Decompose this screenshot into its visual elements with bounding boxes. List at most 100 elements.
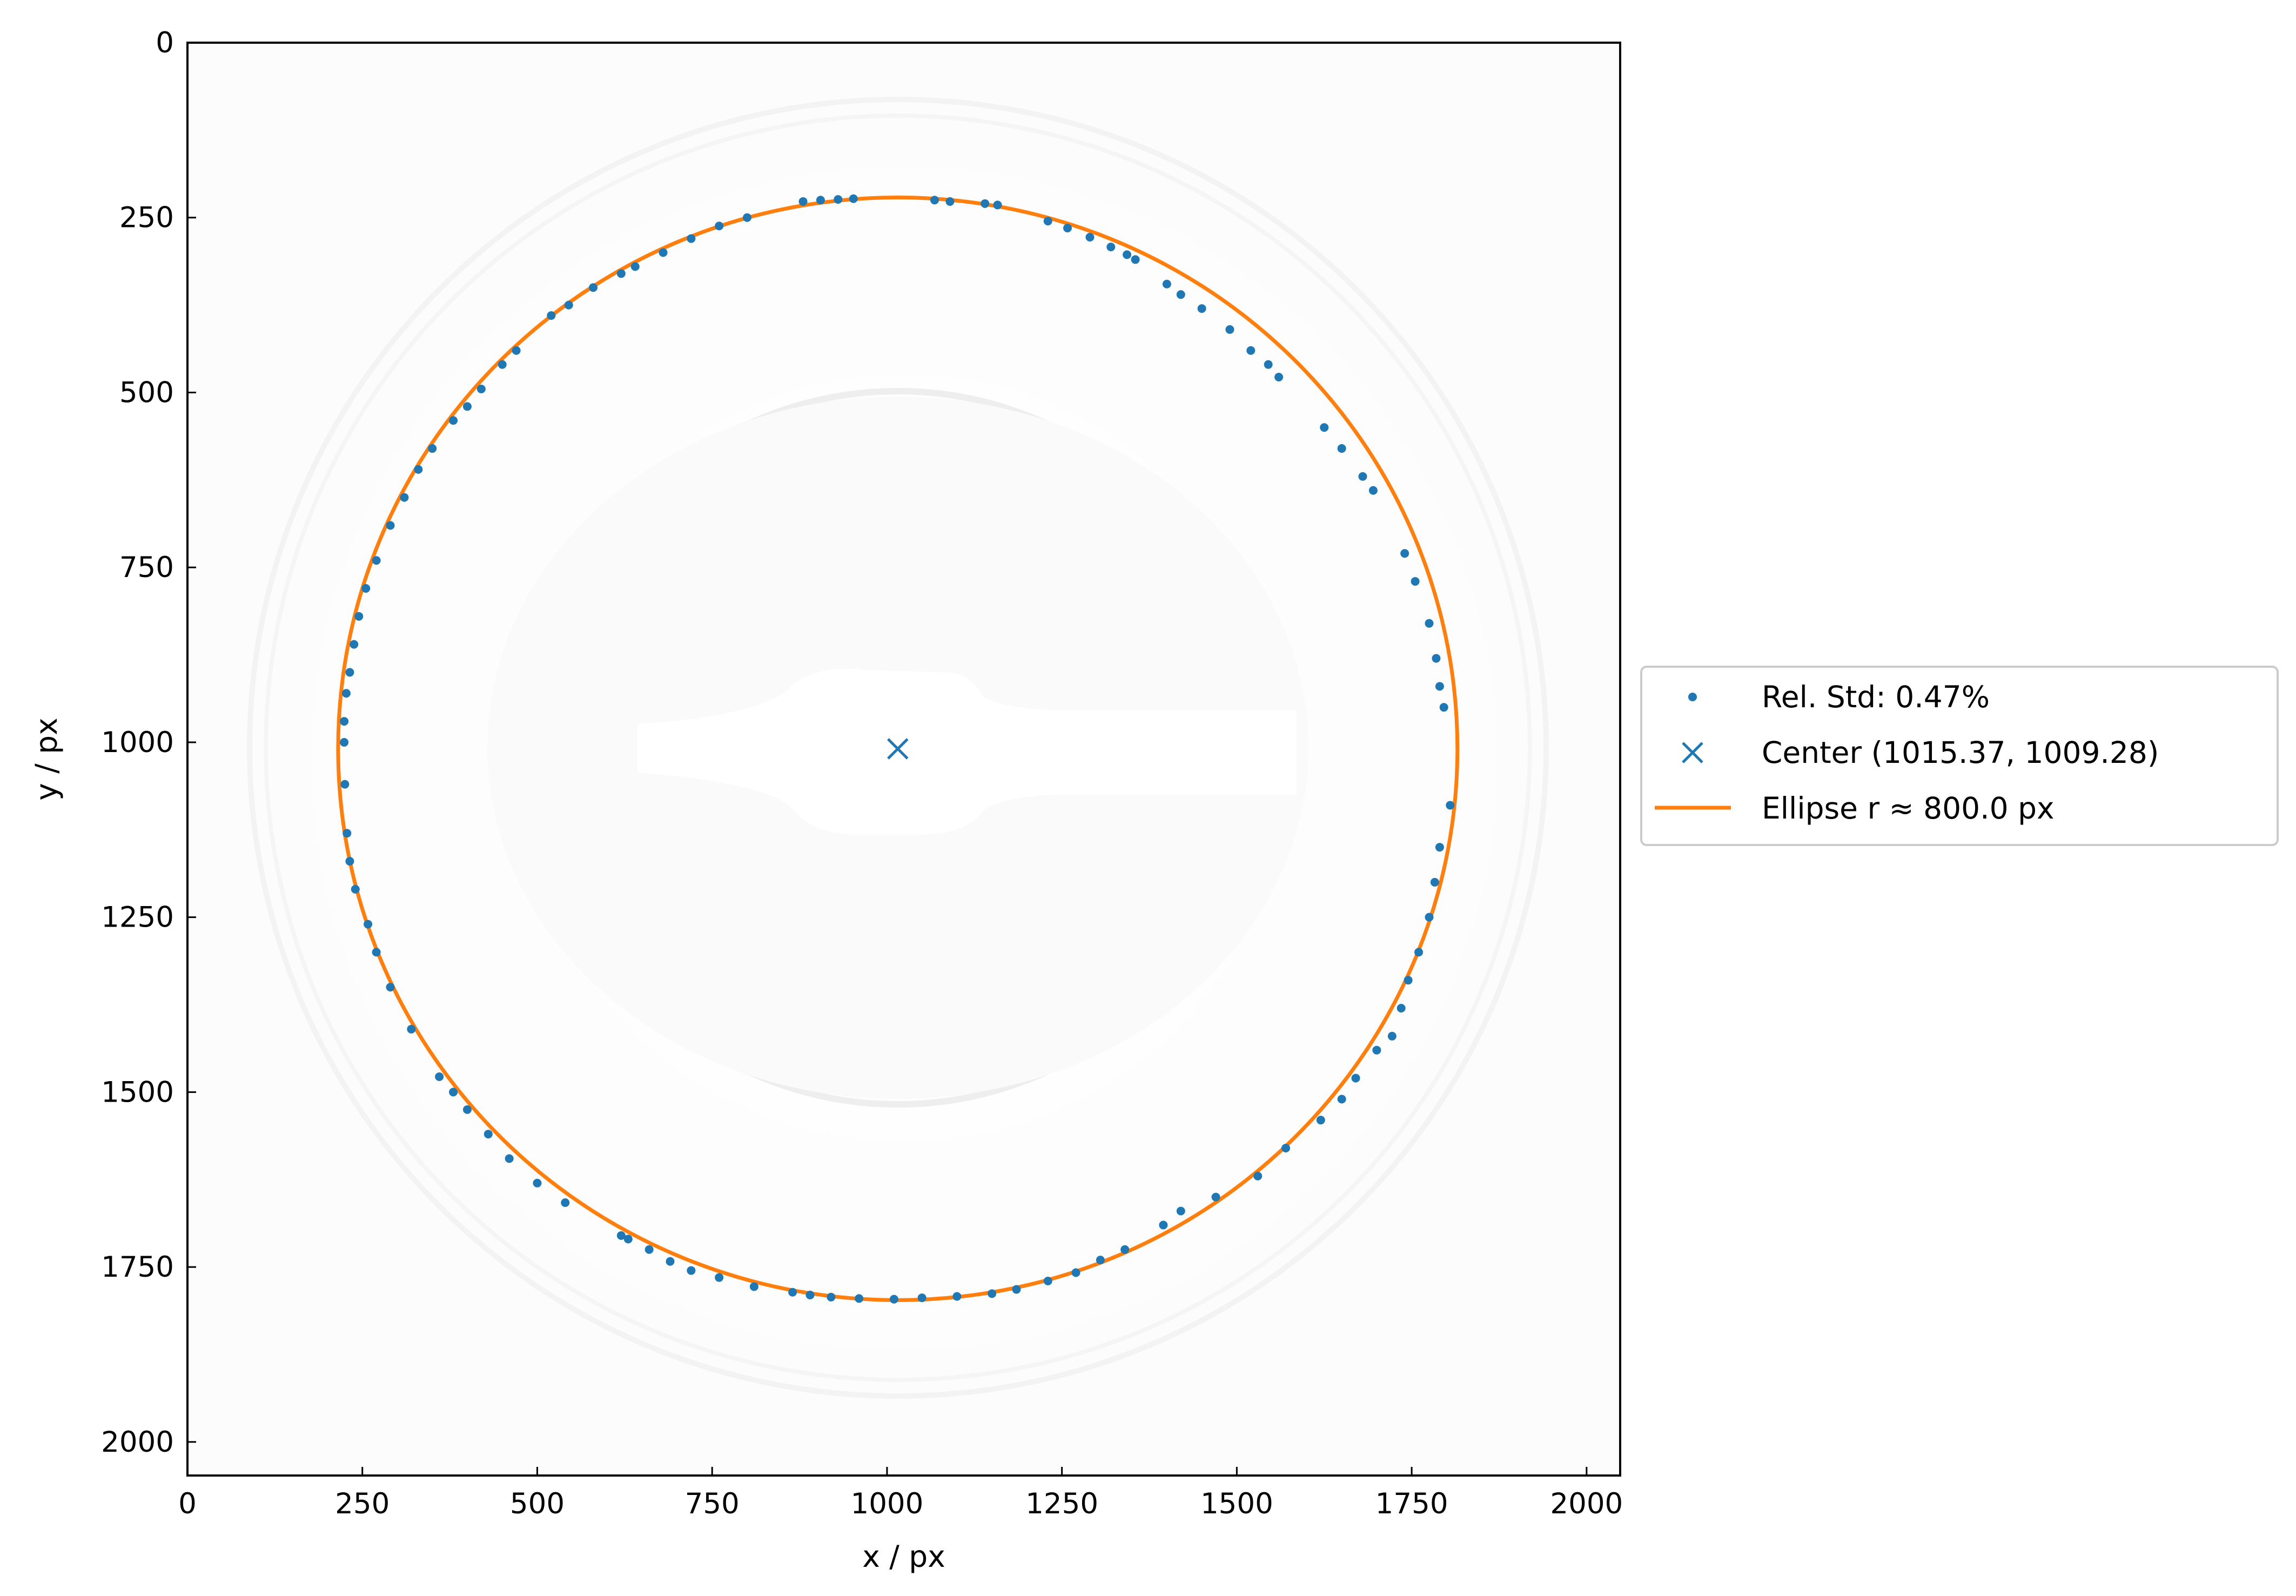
beamstop-shadow	[637, 668, 1297, 835]
x-tick-label: 750	[685, 1487, 740, 1520]
y-tick-label: 0	[156, 26, 174, 59]
data-point	[428, 444, 437, 453]
data-point	[616, 269, 626, 278]
data-point	[340, 717, 349, 726]
x-tick-label: 1250	[1025, 1487, 1098, 1520]
data-point	[561, 1198, 570, 1207]
y-tick-label: 500	[119, 376, 174, 409]
data-point	[715, 222, 724, 231]
data-point	[498, 360, 507, 369]
data-point	[1123, 250, 1132, 259]
data-point	[1264, 360, 1273, 369]
data-point	[1430, 877, 1439, 887]
x-axis: 0 250 500 750 1000 1250 1500 1750 2000	[178, 1467, 1623, 1520]
y-tick-label: 1250	[101, 901, 174, 934]
data-point	[952, 1292, 962, 1301]
data-point	[666, 1257, 675, 1266]
data-point	[1397, 1003, 1406, 1012]
data-point	[435, 1072, 444, 1081]
data-point	[889, 1295, 898, 1304]
data-point	[623, 1235, 633, 1244]
data-point	[1387, 1031, 1397, 1041]
data-point	[1411, 577, 1420, 586]
data-point	[1368, 486, 1378, 495]
data-point	[512, 346, 521, 355]
data-point	[350, 640, 359, 649]
data-point	[687, 1266, 696, 1275]
center-marker-series	[887, 738, 909, 760]
legend-x-marker-icon	[1682, 742, 1703, 763]
data-point	[981, 199, 990, 208]
data-point	[476, 384, 486, 393]
x-tick-label: 1000	[850, 1487, 923, 1520]
data-point	[1432, 654, 1441, 663]
data-point	[1085, 232, 1095, 242]
rel-std-points-series	[340, 194, 1455, 1304]
data-point	[449, 1088, 458, 1097]
data-point	[1246, 346, 1256, 355]
data-point	[930, 196, 939, 205]
data-point	[1225, 325, 1234, 334]
data-point	[533, 1178, 542, 1188]
data-point	[1106, 243, 1116, 252]
y-tick-label: 750	[119, 551, 174, 584]
legend-box	[1640, 666, 2279, 846]
data-point	[407, 1024, 416, 1034]
detector-image	[187, 43, 1620, 1476]
data-point	[400, 493, 409, 502]
data-point	[715, 1273, 724, 1282]
data-point	[547, 311, 556, 320]
data-point	[1131, 255, 1140, 264]
legend-label-rel-std: Rel. Std: 0.47%	[1762, 680, 1990, 714]
data-point	[1400, 549, 1409, 558]
data-point	[361, 584, 371, 593]
data-point	[1358, 472, 1367, 481]
data-point	[827, 1292, 836, 1302]
y-tick-label: 1000	[101, 726, 174, 759]
data-point	[1446, 801, 1455, 810]
y-axis: 0 250 500 750 1000 1250 1500 1750 2000	[101, 26, 196, 1459]
x-tick-label: 500	[510, 1487, 565, 1520]
data-point	[805, 1290, 815, 1299]
data-point	[1316, 1116, 1325, 1125]
data-point	[462, 1105, 472, 1114]
data-point	[1176, 290, 1185, 299]
diffraction-ring-outer	[247, 97, 1549, 1399]
data-point	[1439, 703, 1448, 712]
data-point	[659, 248, 668, 257]
y-tick-label: 1500	[101, 1076, 174, 1109]
legend-item-center: Center (1015.37, 1009.28)	[1682, 735, 2159, 770]
data-point	[1274, 372, 1284, 381]
data-point	[687, 234, 696, 243]
data-point	[343, 829, 352, 838]
legend-dot-marker-icon	[1688, 693, 1697, 701]
data-point	[1435, 682, 1444, 691]
data-point	[414, 465, 423, 474]
data-point	[1071, 1268, 1080, 1277]
x-tick-label: 2000	[1550, 1487, 1623, 1520]
data-point	[1176, 1206, 1185, 1216]
data-point	[505, 1154, 514, 1163]
axes-frame	[186, 42, 1621, 1477]
data-point	[386, 521, 395, 530]
data-point	[1063, 224, 1072, 233]
data-point	[364, 920, 373, 929]
data-point	[1404, 976, 1413, 985]
data-point	[1351, 1074, 1360, 1083]
data-point	[1043, 1277, 1052, 1286]
x-tick-label: 1750	[1375, 1487, 1448, 1520]
data-point	[340, 737, 349, 747]
data-point	[1425, 913, 1434, 922]
legend-label-center: Center (1015.37, 1009.28)	[1762, 735, 2159, 770]
center-x-marker	[887, 738, 909, 760]
data-point	[484, 1130, 493, 1139]
data-point	[345, 668, 354, 677]
y-tick-label: 2000	[101, 1426, 174, 1459]
data-point	[351, 884, 360, 894]
data-point	[1414, 948, 1424, 957]
legend: Rel. Std: 0.47% Center (1015.37, 1009.28…	[1640, 666, 2279, 846]
y-tick-label: 250	[119, 202, 174, 234]
data-point	[1043, 217, 1052, 226]
legend-item-ellipse: Ellipse r ≈ 800.0 px	[1655, 791, 2055, 826]
